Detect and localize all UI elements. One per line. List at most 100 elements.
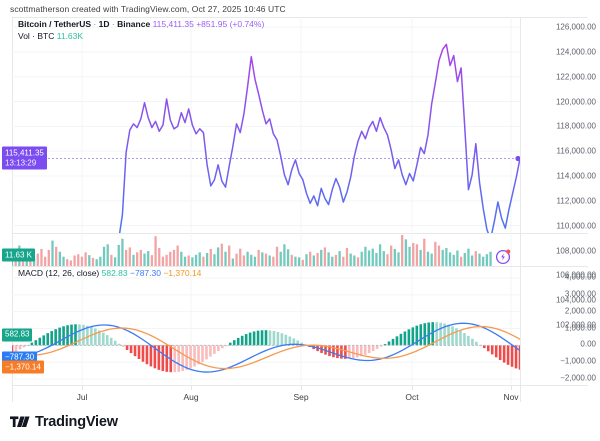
volume-bar [459, 256, 463, 266]
volume-bar [478, 253, 481, 266]
time-tick-aug: Aug [183, 392, 199, 402]
macd-histogram-bar [193, 345, 196, 367]
volume-gridlines [81, 233, 512, 266]
volume-bar [183, 256, 187, 266]
volume-bar [191, 257, 194, 266]
macd-histogram-badge[interactable]: 582.83 [2, 328, 33, 342]
volume-bar [448, 252, 452, 266]
macd-histogram-bar [181, 345, 184, 371]
macd-histogram-bar [276, 332, 280, 346]
volume-bar [250, 254, 253, 266]
legend-sep-1: · [93, 19, 97, 29]
volume-bar [342, 256, 345, 266]
volume-bar [102, 246, 106, 266]
volume-bar [80, 256, 84, 266]
volume-pane[interactable] [12, 233, 520, 266]
macd-histogram-bar [268, 330, 272, 346]
macd-histogram-bar [26, 344, 30, 346]
macd-histogram-bar [90, 326, 93, 346]
macd-line-badge[interactable]: −787.30 [2, 351, 38, 365]
volume-bar [47, 249, 50, 266]
volume-bar [132, 254, 135, 266]
volume-bar [88, 255, 91, 266]
legend-interval[interactable]: 1D [98, 19, 110, 29]
volume-bar [150, 255, 154, 266]
macd-histogram-bar [109, 337, 113, 346]
volume-bar [136, 252, 139, 266]
macd-histogram-bar [125, 345, 129, 350]
volume-bar [305, 254, 308, 266]
volume-bar [235, 253, 238, 266]
time-tick-mark [191, 386, 192, 390]
time-axis[interactable]: Jul Aug Sep Oct Nov [12, 385, 588, 408]
macd-histogram-bar [22, 345, 26, 348]
volume-bar [239, 248, 242, 266]
macd-histogram-bar [12, 345, 14, 354]
macd-histogram-bar [399, 333, 403, 346]
volume-bar [246, 251, 249, 266]
price-axis-label: 106,000.00 [555, 270, 596, 280]
lightning-alert-icon[interactable] [495, 248, 512, 265]
volume-badge[interactable]: 11.63 K [2, 248, 35, 262]
legend-volume-label[interactable]: Vol · BTC [18, 31, 55, 41]
volume-bar [69, 260, 73, 266]
volume-bar [345, 248, 349, 266]
macd-histogram-bar [248, 332, 252, 346]
price-axis-column[interactable] [520, 17, 588, 402]
volume-bar [161, 256, 165, 266]
time-tick-jul: Jul [76, 392, 88, 402]
macd-title[interactable]: MACD (12, 26, close) [18, 268, 100, 278]
macd-histogram-bar [177, 345, 180, 372]
macd-histogram-bar [141, 345, 145, 362]
volume-bar [73, 255, 76, 266]
volume-bar [143, 253, 146, 266]
volume-bar [147, 251, 150, 266]
legend-change-percent: (+0.74%) [229, 19, 265, 29]
volume-bar [194, 254, 198, 266]
price-legend: Bitcoin / TetherUS · 1D · Binance 115,41… [18, 19, 264, 42]
volume-bar [323, 247, 327, 266]
tradingview-logo[interactable]: TradingView [10, 414, 118, 430]
macd-histogram-bar [375, 345, 379, 349]
volume-bar [84, 252, 87, 266]
price-axis-label: 126,000.00 [555, 22, 596, 32]
macd-histogram-bar [34, 340, 38, 346]
legend-exchange[interactable]: Binance [117, 19, 151, 29]
macd-histogram-bar [94, 328, 97, 346]
macd-histogram-bar [232, 340, 236, 346]
macd-histogram-bar [352, 345, 355, 359]
volume-bar [99, 256, 102, 266]
volume-bar [334, 254, 338, 266]
macd-histogram-bar [189, 345, 192, 369]
macd-histogram-bar [244, 334, 248, 346]
macd-histogram-bar [482, 345, 486, 349]
volume-bar [272, 256, 275, 266]
macd-histogram-bar [391, 338, 395, 346]
macd-histogram-bar [252, 331, 256, 346]
volume-bar [338, 251, 341, 266]
volume-bar [360, 251, 363, 266]
legend-symbol[interactable]: Bitcoin / TetherUS [18, 19, 92, 29]
last-price-badge[interactable]: 115,411.35 13:13:29 [2, 146, 47, 170]
macd-histogram-bar [113, 340, 117, 346]
macd-histogram-bar [340, 345, 343, 359]
price-pane[interactable] [12, 17, 520, 233]
time-tick-mark [301, 386, 302, 390]
legend-change: +851.95 [196, 19, 228, 29]
macd-pane[interactable] [12, 266, 520, 385]
macd-signal-badge[interactable]: −1,370.14 [2, 360, 44, 374]
volume-bar [382, 251, 385, 266]
macd-histogram-bar [117, 343, 121, 346]
volume-bar [489, 251, 492, 266]
macd-histogram-bar [467, 335, 470, 346]
macd-histogram-bar [407, 329, 411, 346]
macd-histogram-bar [201, 345, 204, 362]
volume-bar [434, 241, 437, 266]
macd-histogram-bar [379, 345, 383, 347]
macd-histogram-bar [42, 335, 46, 346]
tradingview-logo-text: TradingView [35, 414, 118, 430]
macd-axis-label: 2,000.00 [564, 306, 596, 316]
volume-bar [91, 257, 95, 266]
volume-bar [279, 251, 282, 266]
volume-bar [55, 246, 58, 266]
